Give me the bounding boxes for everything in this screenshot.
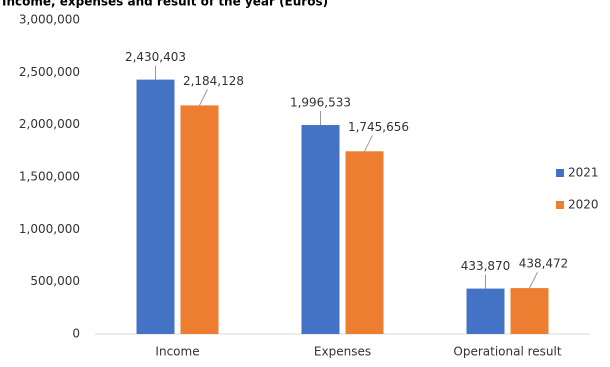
y-tick-label: 2,000,000	[19, 117, 80, 131]
bar	[466, 288, 505, 334]
leader-line	[364, 135, 373, 152]
bar	[180, 105, 219, 335]
y-tick-label: 1,000,000	[19, 222, 80, 236]
data-label: 2,184,128	[183, 74, 244, 88]
bar	[301, 125, 340, 335]
chart-title: Income, expenses and result of the year …	[2, 0, 328, 9]
legend-swatch	[556, 169, 564, 177]
y-tick-label: 2,500,000	[19, 65, 80, 79]
legend-label: 2021	[568, 166, 599, 180]
x-tick-label: Operational result	[453, 345, 561, 359]
data-label: 1,745,656	[348, 120, 409, 134]
leader-line	[529, 271, 538, 289]
data-label: 438,472	[519, 257, 569, 271]
y-tick-label: 3,000,000	[19, 13, 80, 27]
bar	[136, 79, 175, 334]
y-tick-label: 1,500,000	[19, 170, 80, 184]
data-label: 2,430,403	[125, 50, 186, 64]
data-label: 1,996,533	[290, 96, 351, 110]
leader-line	[199, 89, 208, 106]
data-label: 433,870	[461, 259, 511, 273]
legend-swatch	[556, 201, 564, 209]
bar	[510, 288, 549, 334]
x-tick-label: Income	[155, 345, 199, 359]
bar	[345, 151, 384, 334]
y-tick-label: 500,000	[30, 274, 80, 288]
y-tick-label: 0	[72, 327, 80, 341]
legend-label: 2020	[568, 198, 599, 212]
x-tick-label: Expenses	[314, 345, 371, 359]
